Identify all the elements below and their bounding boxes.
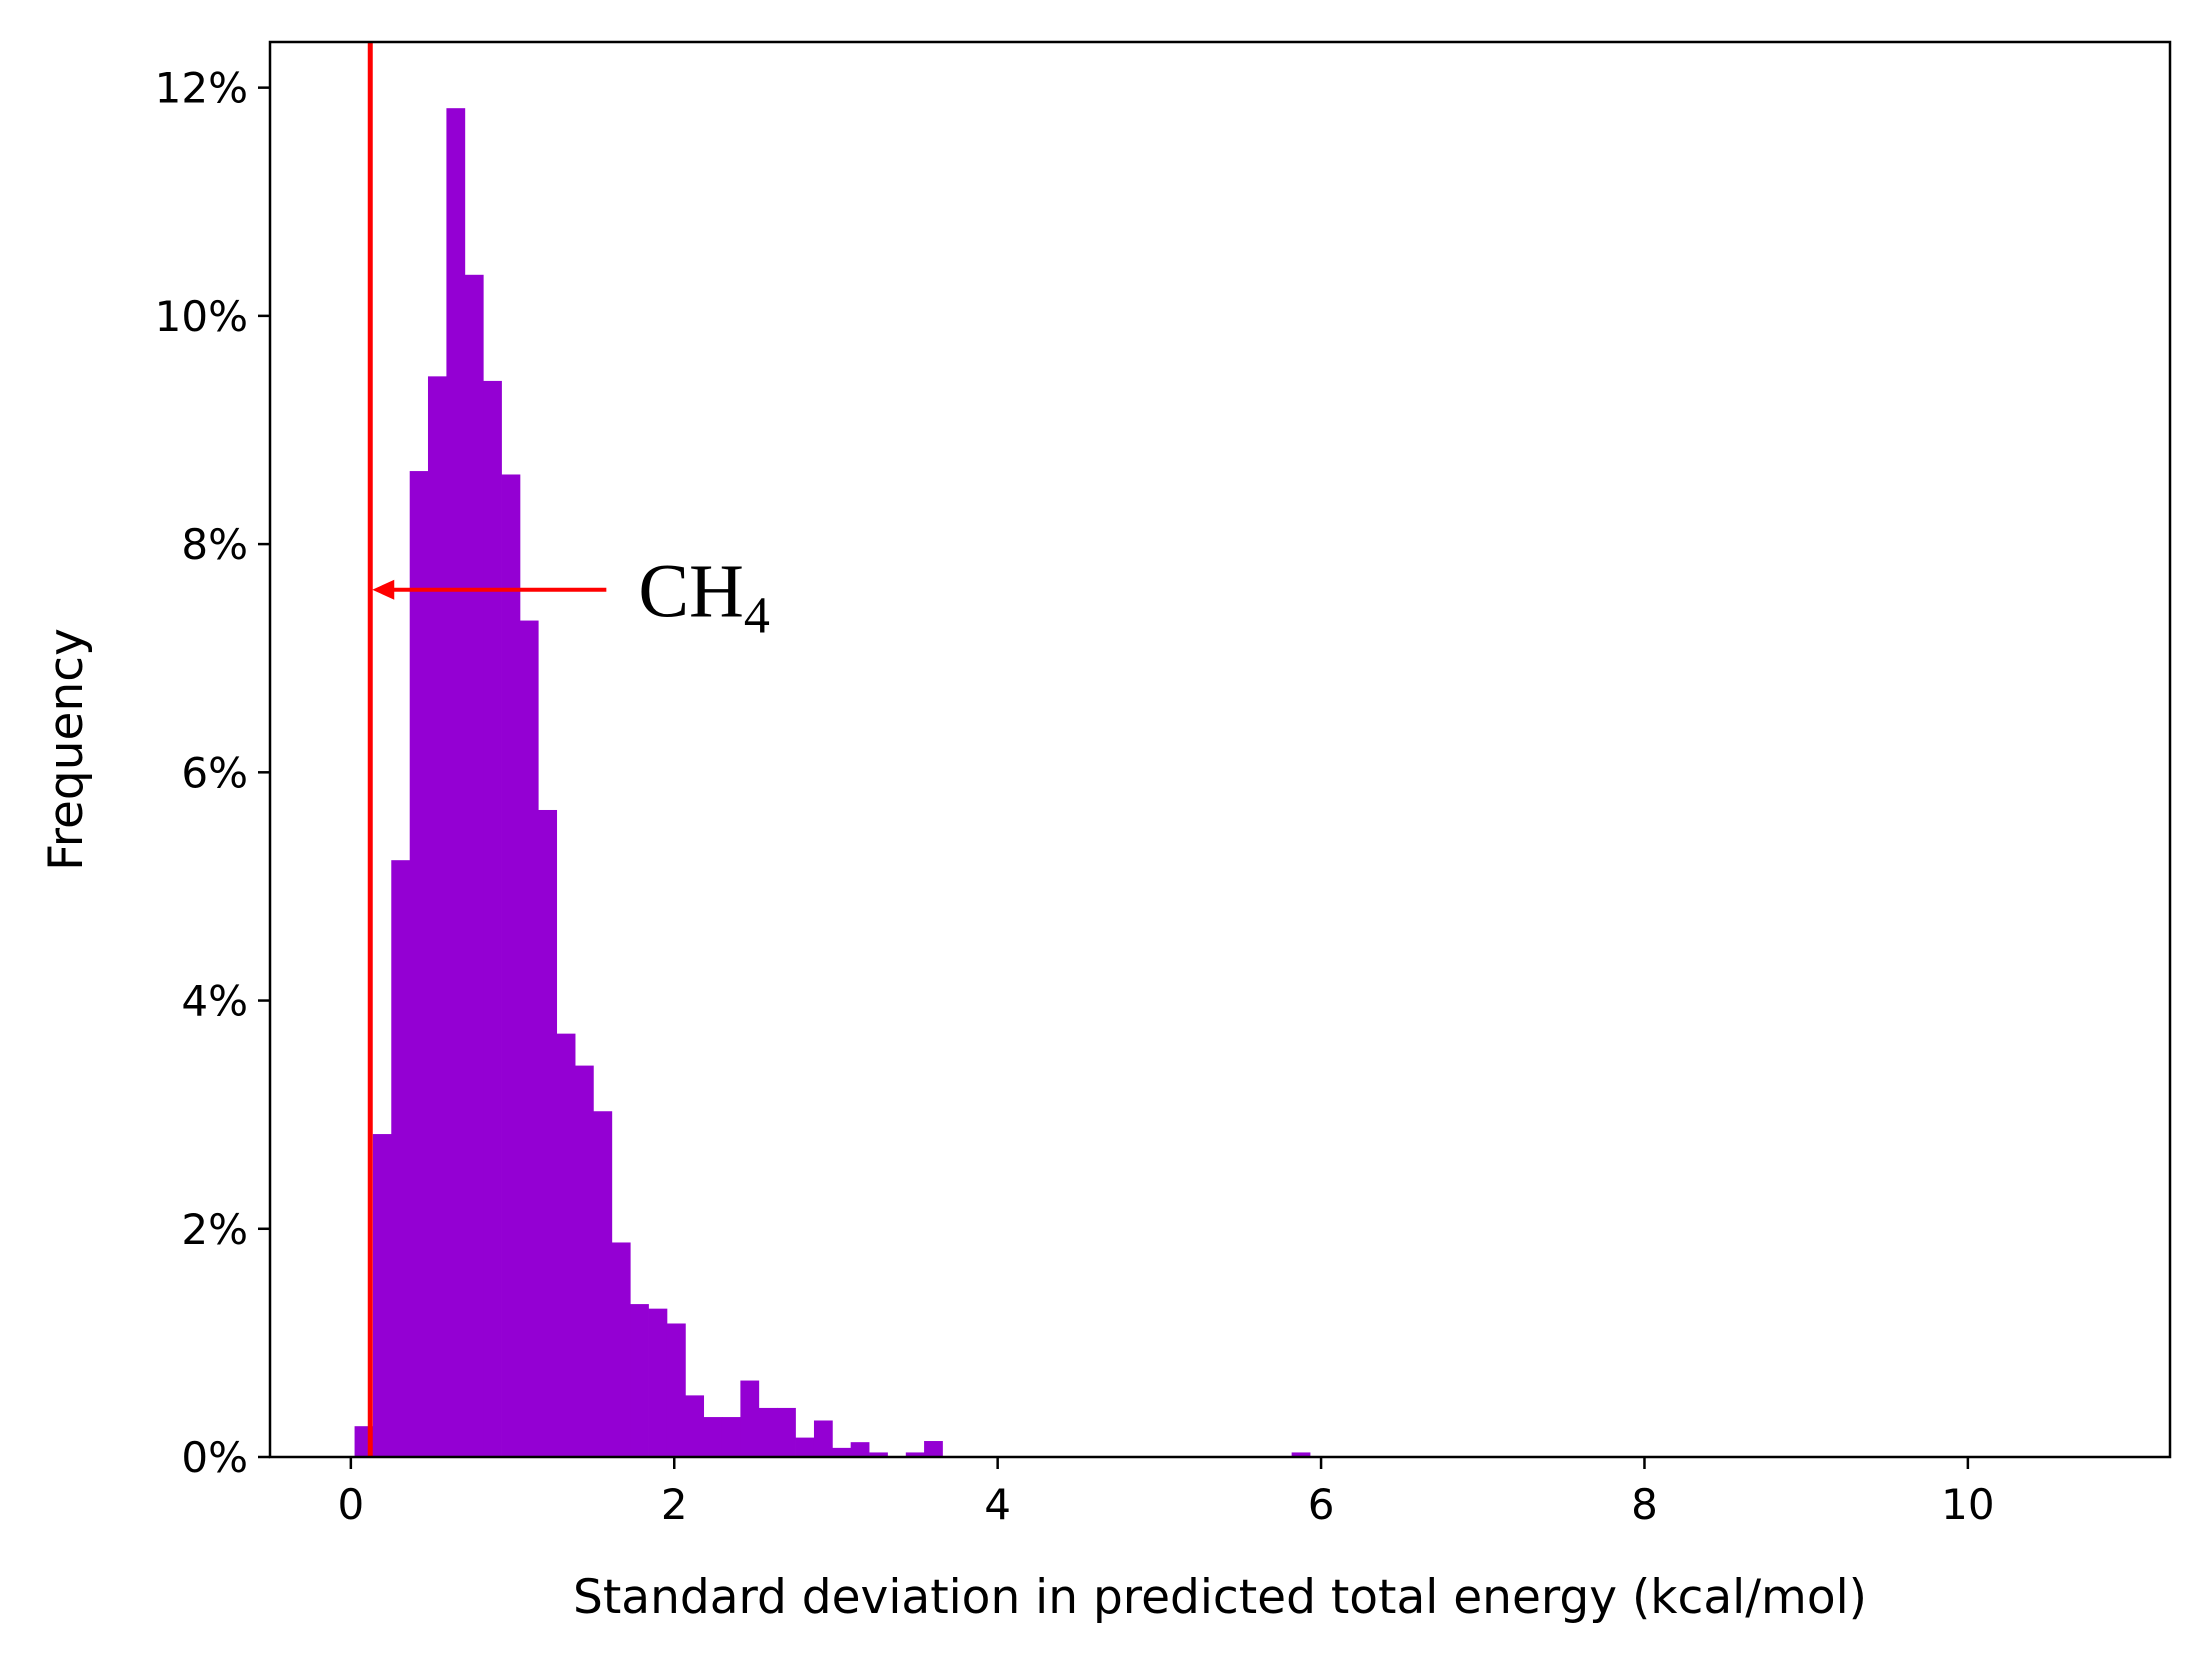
histogram-bar [556, 1033, 576, 1457]
y-tick-label: 6% [181, 748, 248, 797]
x-axis-label: Standard deviation in predicted total en… [573, 1570, 1867, 1625]
histogram-bar [850, 1442, 870, 1457]
histogram-bar [685, 1395, 705, 1457]
annotation-label: CH4 [638, 550, 770, 645]
histogram-bar [427, 376, 447, 1457]
annotation-subscript: 4 [744, 588, 770, 645]
histogram-bar [795, 1437, 815, 1457]
ch4-annotation: CH4 [372, 550, 770, 645]
y-axis: 0% 2% 4% 6% 8% 10% 12% [155, 64, 270, 1482]
histogram-bar [648, 1308, 668, 1457]
histogram-bars [354, 108, 1311, 1458]
histogram-bar [519, 620, 539, 1457]
x-tick-label: 0 [337, 1480, 364, 1529]
histogram-bar [630, 1304, 649, 1457]
y-tick-label: 0% [181, 1433, 248, 1482]
histogram-bar [464, 274, 484, 1458]
histogram-bar [501, 474, 521, 1457]
histogram-bar [869, 1452, 888, 1457]
x-axis: 0 2 4 6 8 10 [337, 1457, 1995, 1529]
histogram-bar [611, 1242, 631, 1457]
histogram-bar [666, 1323, 686, 1457]
histogram-bar [703, 1417, 723, 1457]
histogram-bar [483, 380, 502, 1458]
histogram-bar [409, 471, 429, 1457]
histogram-bar [721, 1417, 741, 1457]
x-tick-label: 4 [984, 1480, 1011, 1529]
histogram-bar [446, 108, 466, 1457]
y-tick-label: 4% [181, 977, 248, 1026]
plot-frame [268, 40, 2172, 1459]
annotation-main-text: CH [638, 550, 744, 634]
histogram-bar [758, 1407, 778, 1457]
y-axis-label: Frequency [39, 628, 94, 871]
y-tick-label: 12% [155, 64, 248, 113]
histogram-bar [1291, 1452, 1311, 1457]
annotation-arrowhead [372, 579, 395, 600]
histogram-bar [832, 1447, 852, 1457]
y-tick-label: 10% [155, 292, 248, 341]
histogram-bar [905, 1452, 925, 1457]
histogram-bar [574, 1065, 594, 1457]
histogram-bar [813, 1420, 833, 1457]
y-tick-label: 8% [181, 520, 248, 569]
x-tick-label: 10 [1941, 1480, 1994, 1529]
histogram-bar [593, 1111, 613, 1457]
x-tick-label: 2 [661, 1480, 688, 1529]
histogram-bar [538, 809, 558, 1457]
histogram-bar [391, 860, 411, 1457]
x-tick-label: 6 [1308, 1480, 1335, 1529]
histogram-bar [372, 1134, 392, 1457]
y-tick-label: 2% [181, 1205, 248, 1254]
histogram-bar [924, 1441, 943, 1457]
histogram-bar [777, 1407, 796, 1457]
x-tick-label: 8 [1631, 1480, 1658, 1529]
histogram-bar [740, 1380, 760, 1457]
